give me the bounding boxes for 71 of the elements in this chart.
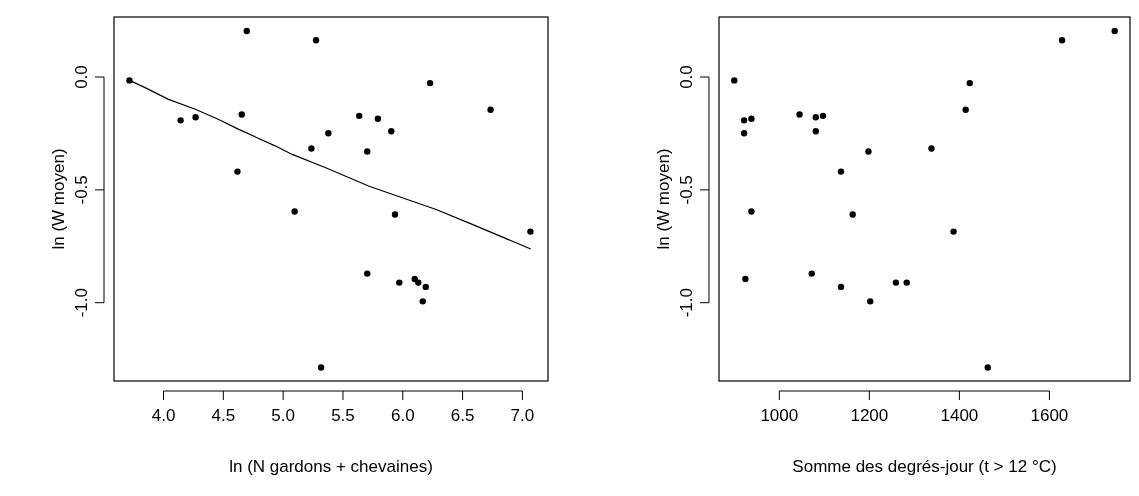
point: [192, 114, 199, 121]
point: [426, 79, 434, 87]
point: [865, 148, 872, 155]
point: [312, 37, 320, 44]
point: [1058, 37, 1066, 44]
point: [740, 130, 748, 137]
point: [422, 283, 429, 291]
point: [374, 115, 382, 122]
y-tick-label: -1.0: [72, 288, 91, 318]
point: [892, 279, 900, 286]
point: [177, 117, 184, 124]
point: [388, 127, 395, 135]
point: [742, 275, 749, 283]
point: [984, 364, 991, 371]
point: [748, 208, 755, 215]
point: [238, 111, 245, 118]
point: [950, 228, 957, 235]
y-axis-title: ln (W moyen): [654, 148, 673, 250]
y-axis-title: ln (W moyen): [49, 148, 68, 250]
x-tick-label: 1200: [850, 406, 889, 425]
x-tick-label: 1000: [760, 406, 799, 425]
point: [291, 208, 298, 215]
point: [391, 211, 399, 218]
y-tick-label: -0.5: [72, 175, 91, 205]
point: [812, 127, 819, 135]
x-tick-label: 4.0: [151, 406, 176, 425]
point: [796, 111, 803, 118]
point: [527, 228, 534, 235]
point: [308, 145, 315, 152]
point: [837, 283, 845, 291]
point: [962, 106, 969, 113]
point: [928, 145, 935, 152]
point: [837, 168, 845, 175]
point: [317, 364, 325, 371]
point: [364, 270, 371, 277]
point: [748, 115, 755, 122]
point: [867, 298, 874, 305]
point: [808, 270, 815, 277]
x-axis-title: Somme des degrés-jour (t > 12 °C): [792, 457, 1057, 476]
x-tick-label: 4.5: [211, 406, 236, 425]
point: [126, 77, 133, 84]
point: [234, 168, 241, 175]
x-axis-title: ln (N gardons + chevaines): [229, 457, 433, 476]
y-tick-label: 0.0: [677, 65, 696, 89]
x-tick-label: 6.5: [450, 406, 475, 425]
point: [415, 279, 422, 286]
point: [740, 117, 748, 124]
point: [487, 106, 494, 113]
point: [1111, 27, 1118, 35]
x-tick-label: 5.5: [331, 406, 355, 425]
x-tick-label: 1600: [1030, 406, 1069, 425]
point: [812, 114, 819, 121]
point: [243, 27, 250, 35]
point: [819, 112, 827, 120]
point: [731, 77, 738, 84]
y-tick-label: 0.0: [72, 65, 91, 89]
x-tick-label: 7.0: [510, 406, 535, 425]
y-tick-label: -0.5: [677, 175, 696, 205]
point: [411, 275, 418, 283]
point: [396, 279, 403, 286]
x-tick-label: 6.0: [390, 406, 415, 425]
point: [419, 298, 426, 305]
x-tick-label: 5.0: [271, 406, 295, 425]
point: [356, 112, 363, 120]
point: [364, 148, 371, 155]
point: [903, 279, 910, 286]
point: [849, 211, 856, 218]
x-tick-label: 1400: [940, 406, 979, 425]
y-tick-label: -1.0: [677, 288, 696, 318]
point: [325, 130, 332, 137]
point: [966, 79, 973, 87]
